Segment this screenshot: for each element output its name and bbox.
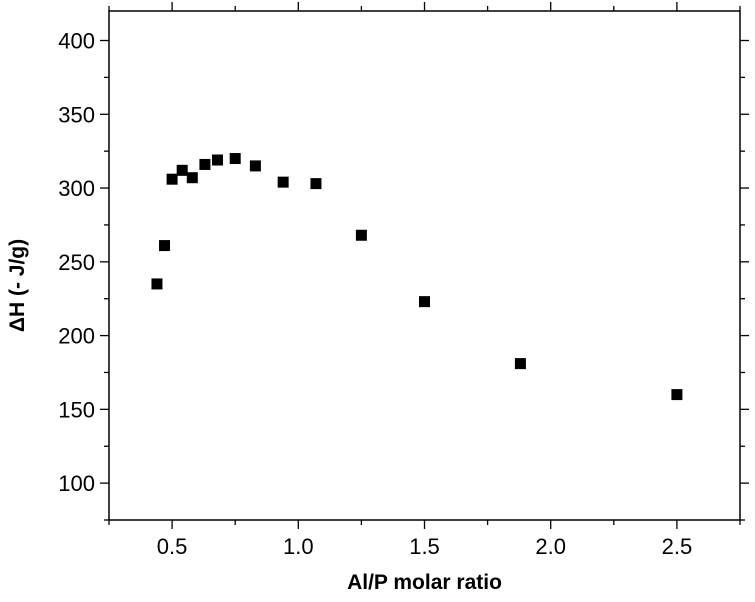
x-axis-label: Al/P molar ratio	[347, 571, 502, 594]
plot-frame	[108, 10, 741, 521]
y-tick-label: 150	[58, 397, 95, 422]
y-tick-label: 200	[58, 324, 95, 349]
data-point	[514, 358, 526, 370]
data-point	[249, 160, 261, 172]
data-point	[310, 178, 322, 190]
y-tick-label: 250	[58, 250, 95, 275]
data-point	[166, 173, 178, 185]
data-point	[277, 176, 289, 188]
y-tick-label: 100	[58, 471, 95, 496]
y-tick-label: 350	[58, 102, 95, 127]
data-point	[176, 164, 188, 176]
x-tick-label: 2.5	[662, 534, 693, 559]
y-tick-label: 400	[58, 29, 95, 54]
plot-area-border	[108, 10, 741, 521]
x-axis: 0.5 1.0 1.5 2.0 2.5	[108, 2, 741, 559]
y-axis-label: ΔH (- J/g)	[6, 239, 29, 332]
data-point	[159, 240, 171, 252]
x-tick-label: 2.0	[535, 534, 566, 559]
y-tick-label: 300	[58, 176, 95, 201]
data-point	[671, 389, 683, 401]
data-point	[419, 296, 430, 308]
data-points	[151, 153, 683, 401]
y-axis: 100 150 200 250 300 350 400	[58, 29, 749, 521]
x-tick-label: 1.0	[283, 534, 314, 559]
data-point	[212, 154, 224, 166]
data-point	[199, 158, 211, 170]
data-point	[151, 278, 163, 290]
x-tick-label: 0.5	[157, 534, 188, 559]
x-tick-label: 1.5	[409, 534, 440, 559]
data-point	[355, 229, 367, 241]
data-point	[229, 153, 241, 165]
data-point	[186, 172, 198, 184]
